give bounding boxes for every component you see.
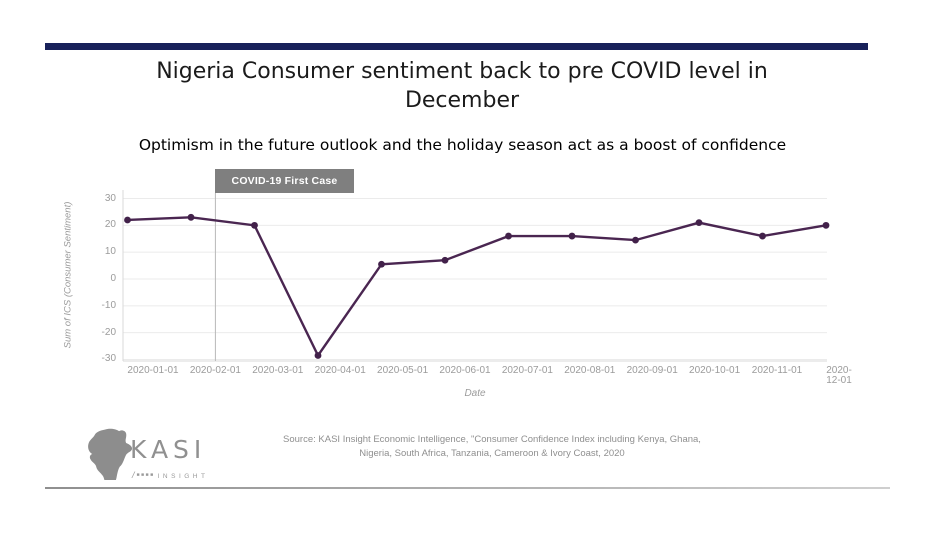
source-citation: Source: KASI Insight Economic Intelligen…	[228, 433, 756, 461]
bottom-divider	[45, 487, 890, 489]
kasi-insight-logo: KASI / ■■■■ INSIGHT	[84, 427, 214, 481]
data-point	[124, 216, 131, 224]
data-point	[568, 232, 576, 240]
logo-subtext-row: / ■■■■ INSIGHT	[132, 465, 208, 483]
data-point	[441, 256, 449, 264]
data-point	[187, 213, 195, 221]
data-point	[632, 236, 639, 244]
source-line-2: Nigeria, South Africa, Tanzania, Cameroo…	[359, 448, 625, 459]
logo-slash-mark: /	[132, 470, 135, 480]
data-point	[505, 232, 512, 240]
data-point	[695, 219, 703, 227]
africa-icon	[88, 428, 132, 480]
page-subtitle: Optimism in the future outlook and the h…	[138, 136, 787, 154]
data-point	[822, 221, 830, 229]
data-point	[251, 221, 258, 229]
source-line-1: Source: KASI Insight Economic Intelligen…	[283, 434, 701, 445]
x-axis-title: Date	[464, 388, 486, 399]
top-accent-bar	[45, 43, 868, 50]
logo-dots-icon: ■■■■	[136, 472, 155, 478]
covid-annotation-label: COVID-19 First Case	[215, 169, 354, 193]
data-point	[759, 232, 766, 240]
data-point	[314, 352, 322, 359]
y-axis-title: Sum of ICS (Consumer Sentiment)	[62, 201, 74, 349]
logo-brand-text: KASI	[130, 435, 207, 464]
logo-insight-text: INSIGHT	[157, 473, 209, 480]
data-point	[378, 260, 385, 268]
page-title: Nigeria Consumer sentiment back to pre C…	[156, 59, 768, 113]
series-line	[127, 216, 827, 358]
